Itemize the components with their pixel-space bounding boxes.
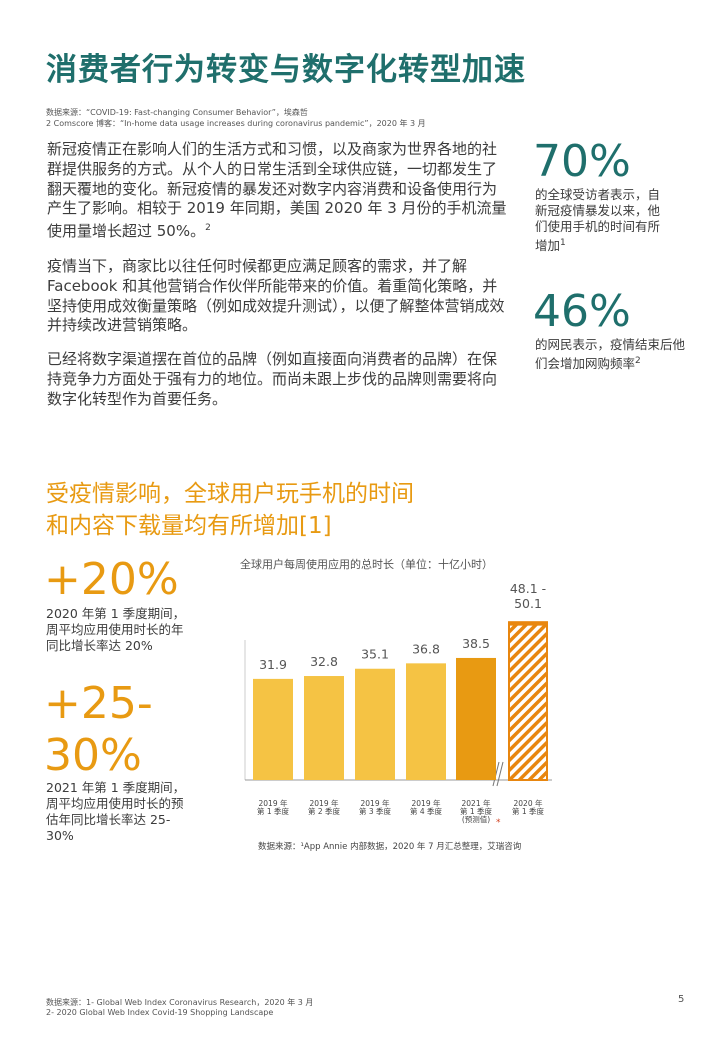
forecast-mark: * [496, 818, 501, 828]
bar [456, 657, 496, 780]
bar [406, 663, 446, 780]
footer-source: 数据来源：1- Global Web Index Coronavirus Res… [46, 998, 314, 1007]
page-title: 消费者行为转变与数字化转型加速 [46, 52, 526, 88]
page-number: 5 [678, 994, 685, 1005]
paragraph-text: 新冠疫情正在影响人们的生活方式和习惯，以及商家为世界各地的社群提供服务的方式。从… [47, 140, 507, 241]
value-label: 38.5 [462, 636, 490, 651]
paragraph-text: 疫情当下，商家比以往任何时候都更应满足顾客的需求，并了解 Facebook 和其… [47, 257, 505, 335]
stat-figure: +25- 30% [44, 678, 153, 782]
value-label: 36.8 [412, 641, 440, 656]
figure-line: +25- [44, 678, 153, 729]
x-tick-label: 第 1 季度 [512, 806, 545, 816]
x-tick-label: 第 3 季度 [359, 806, 392, 816]
value-label: 31.9 [259, 657, 287, 672]
stat-figure: 46% [533, 286, 631, 337]
x-tick-label: 第 2 季度 [308, 806, 341, 816]
x-tick-label: 第 1 季度 [460, 806, 493, 816]
stat-desc: 的网民表示，疫情结束后他们会增加网购频率 [535, 337, 686, 372]
value-label: 48.1 - [510, 581, 546, 596]
x-tick-label: 2019 年 [259, 798, 288, 808]
x-tick-label: 2019 年 [412, 798, 441, 808]
bar [508, 621, 548, 781]
value-label: 32.8 [310, 654, 338, 669]
bar [304, 676, 344, 780]
paragraph: 新冠疫情正在影响人们的生活方式和习惯，以及商家为世界各地的社群提供服务的方式。从… [47, 140, 509, 242]
value-label: 35.1 [361, 647, 389, 662]
heading-line: 受疫情影响，全球用户玩手机的时间 [46, 481, 414, 507]
stat-text: 的全球受访者表示，自新冠疫情暴发以来，他们使用手机的时间有所增加1 [535, 187, 670, 254]
source-note: 数据来源：“COVID-19: Fast-changing Consumer B… [46, 108, 308, 117]
paragraph-text: 已经将数字渠道摆在首位的品牌（例如直接面向消费者的品牌）在保持竞争力方面处于强有… [47, 350, 498, 408]
figure-line: 30% [44, 730, 142, 781]
bar [355, 668, 395, 780]
x-tick-label: 2020 年 [514, 798, 543, 808]
x-tick-label: 第 1 季度 [257, 806, 290, 816]
x-tick-label: 2021 年 [462, 798, 491, 808]
x-tick-label: 2019 年 [361, 798, 390, 808]
stat-desc: 2020 年第 1 季度期间，周平均应用使用时长的年同比增长率达 20% [46, 606, 186, 653]
footer-source: 2- 2020 Global Web Index Covid-19 Shoppi… [46, 1008, 274, 1017]
figure-line: +20% [44, 554, 179, 605]
chart-title: 全球用户每周使用应用的总时长（单位：十亿小时） [240, 557, 493, 571]
paragraph: 已经将数字渠道摆在首位的品牌（例如直接面向消费者的品牌）在保持竞争力方面处于强有… [47, 350, 509, 409]
paragraph: 疫情当下，商家比以往任何时候都更应满足顾客的需求，并了解 Facebook 和其… [47, 257, 509, 336]
footnote-ref: 1 [560, 238, 566, 248]
x-tick-label: (预测值) [462, 814, 490, 824]
stat-desc: 的全球受访者表示，自新冠疫情暴发以来，他们使用手机的时间有所增加 [535, 187, 661, 254]
bar [253, 678, 293, 780]
stat-desc: 2021 年第 1 季度期间，周平均应用使用时长的预估年同比增长率达 25-30… [46, 780, 186, 843]
value-label: 50.1 [514, 596, 542, 611]
stat-figure: 70% [533, 136, 631, 187]
x-tick-label: 2019 年 [310, 798, 339, 808]
heading-line: 和内容下载量均有所增加[1] [46, 513, 332, 539]
source-note: 2 Comscore 博客：“In-home data usage increa… [46, 119, 426, 128]
footnote-ref: 2 [205, 223, 211, 234]
stat-text: 的网民表示，疫情结束后他们会增加网购频率2 [535, 337, 685, 372]
footnote-ref: 2 [635, 356, 641, 366]
chart-source: 数据来源：¹App Annie 内部数据，2020 年 7 月汇总整理，艾瑞咨询 [258, 841, 521, 852]
section-heading: 受疫情影响，全球用户玩手机的时间 和内容下载量均有所增加[1] [46, 478, 414, 542]
stat-figure: +20% [44, 554, 179, 606]
x-tick-label: 第 4 季度 [410, 806, 443, 816]
